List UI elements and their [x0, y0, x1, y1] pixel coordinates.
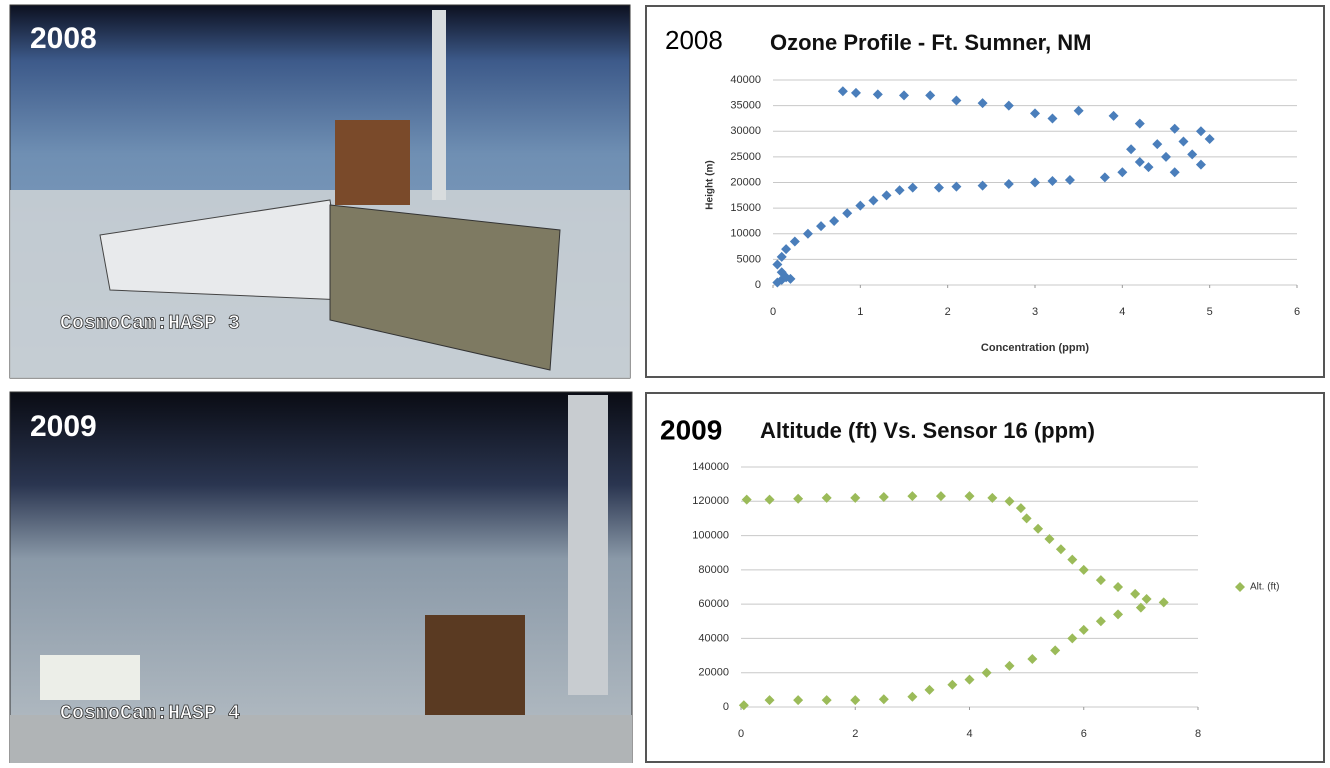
photo-caption: CosmoCam:HASP 4 — [60, 702, 240, 725]
x-tick-label: 6 — [1081, 728, 1087, 740]
photo-year: 2009 — [30, 410, 97, 443]
x-tick-label: 8 — [1195, 728, 1201, 740]
y-tick-label: 80000 — [698, 564, 729, 576]
y-tick-label: 15000 — [730, 202, 761, 214]
photo-caption: CosmoCam:HASP 3 — [60, 312, 240, 335]
x-tick-label: 0 — [770, 306, 776, 318]
chart-title: Ozone Profile - Ft. Sumner, NM — [770, 30, 1091, 55]
y-axis-label: Height (m) — [705, 160, 716, 209]
y-tick-label: 20000 — [698, 667, 729, 679]
y-tick-label: 0 — [723, 701, 729, 713]
x-tick-label: 1 — [857, 306, 863, 318]
chart-year: 2009 — [660, 414, 722, 445]
x-tick-label: 6 — [1294, 306, 1300, 318]
photo-year: 2008 — [30, 22, 97, 55]
y-tick-label: 20000 — [730, 176, 761, 188]
x-tick-label: 3 — [1032, 306, 1038, 318]
y-tick-label: 35000 — [730, 100, 761, 112]
x-axis-label: Concentration (ppm) — [981, 342, 1089, 354]
legend-label: Alt. (ft) — [1250, 582, 1279, 593]
x-tick-label: 4 — [1119, 306, 1125, 318]
chart-year: 2008 — [665, 25, 723, 55]
x-tick-label: 2 — [852, 728, 858, 740]
y-tick-label: 100000 — [692, 529, 729, 541]
figure: 2008 CosmoCam:HASP 3 2009 CosmoCam:HASP … — [0, 0, 1330, 763]
photo-2009: 2009 CosmoCam:HASP 4 — [10, 392, 632, 763]
y-tick-label: 25000 — [730, 151, 761, 163]
y-tick-label: 120000 — [692, 495, 729, 507]
chart-panel — [646, 6, 1324, 377]
x-tick-label: 2 — [945, 306, 951, 318]
x-tick-label: 5 — [1207, 306, 1213, 318]
y-tick-label: 40000 — [730, 74, 761, 86]
photo-2008: 2008 CosmoCam:HASP 3 — [10, 5, 630, 378]
y-tick-label: 0 — [755, 279, 761, 291]
y-tick-label: 10000 — [730, 228, 761, 240]
y-tick-label: 40000 — [698, 632, 729, 644]
y-tick-label: 140000 — [692, 461, 729, 473]
y-tick-label: 60000 — [698, 598, 729, 610]
x-tick-label: 4 — [966, 728, 972, 740]
x-tick-label: 0 — [738, 728, 744, 740]
y-tick-label: 30000 — [730, 125, 761, 137]
y-tick-label: 5000 — [737, 253, 761, 265]
chart-title: Altitude (ft) Vs. Sensor 16 (ppm) — [760, 418, 1095, 443]
